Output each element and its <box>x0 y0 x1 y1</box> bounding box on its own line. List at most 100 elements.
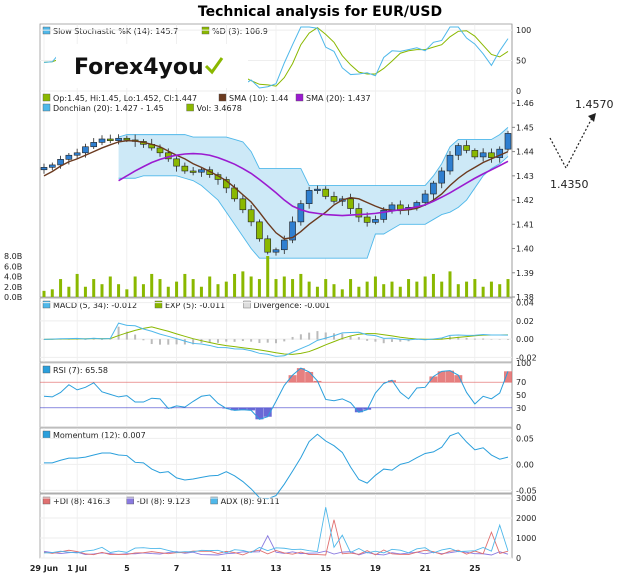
rsi-overbought-fill <box>429 376 438 383</box>
donchian-lower-line <box>118 156 509 259</box>
volume-bar <box>489 281 493 297</box>
divergence-bar <box>43 339 45 340</box>
volume-bar <box>249 276 253 297</box>
rsi-tick-label: 50 <box>516 391 526 400</box>
divergence-bar <box>150 339 153 345</box>
x-tick-label: 25 <box>469 564 481 573</box>
divergence-bar <box>142 339 145 341</box>
rsi-line <box>43 367 509 420</box>
volume-bar <box>365 281 369 297</box>
candle-body <box>115 137 122 141</box>
legend-swatch <box>295 93 304 102</box>
candle-body <box>247 209 255 223</box>
dmi-tick-label: 0 <box>516 554 521 563</box>
rsi-oversold-fill <box>263 407 272 417</box>
arrow-head-icon <box>588 113 596 122</box>
stoch-tick-label: 0 <box>516 87 521 96</box>
divergence-bar <box>167 339 170 345</box>
donchian-band <box>118 127 509 259</box>
macd-tick-label: 0.02 <box>516 317 534 326</box>
divergence-bar <box>175 339 178 345</box>
x-tick-label: 13 <box>270 564 281 573</box>
candle-body <box>123 137 131 141</box>
rsi-overbought-fill <box>288 375 297 383</box>
dmi-tick-label: 1000 <box>516 534 536 543</box>
price-tick-label: 1.40 <box>516 245 534 254</box>
dmi-tick-label: 3000 <box>516 494 536 503</box>
candle-body <box>347 198 354 209</box>
candle-body <box>173 158 180 167</box>
rsi-oversold-fill <box>247 407 256 411</box>
divergence-bar <box>183 339 186 345</box>
stoch-tick-label: 50 <box>516 57 526 66</box>
divergence-bar <box>134 334 137 340</box>
volume-bar <box>199 286 203 297</box>
divergence-bar <box>208 339 211 343</box>
legend-swatch <box>42 365 51 374</box>
volume-bar <box>125 289 129 297</box>
divergence-bar <box>324 332 327 340</box>
divergence-bar <box>490 339 493 340</box>
legend-label: Momentum (12): 0.007 <box>53 431 146 440</box>
macd-tick-label: 0.04 <box>516 299 534 308</box>
volume-bar <box>224 281 228 297</box>
rsi-oversold-fill <box>230 407 239 411</box>
legend-swatch <box>42 103 51 112</box>
candle-body <box>471 150 479 158</box>
volume-bar <box>108 276 112 297</box>
volume-bar <box>373 276 377 297</box>
rsi-overbought-fill <box>296 368 305 383</box>
rsi-tick-label: 0 <box>516 423 521 432</box>
price-tick-label: 1.45 <box>516 123 534 132</box>
price-tick-label: 1.38 <box>516 293 534 302</box>
legend-swatch <box>42 300 51 309</box>
candle-body <box>305 190 313 204</box>
rsi-overbought-fill <box>446 370 454 383</box>
stoch-tick-label: 100 <box>516 26 531 35</box>
candle-body <box>82 146 89 154</box>
divergence-bar <box>109 339 112 340</box>
divergence-bar <box>299 334 302 340</box>
volume-bar <box>191 279 195 297</box>
volume-bar <box>465 281 469 297</box>
volume-bar <box>100 284 104 297</box>
volume-bar <box>257 279 261 297</box>
candle-body <box>322 188 330 197</box>
volume-bar <box>233 273 237 297</box>
divergence-bar <box>117 326 120 340</box>
candle-body <box>90 142 98 148</box>
x-tick-label: 15 <box>320 564 332 573</box>
divergence-bar <box>465 337 468 340</box>
divergence-bar <box>482 338 485 340</box>
legend-label: Vol: 3.4678 <box>197 104 242 113</box>
volume-tick-label: 4.0B <box>4 273 22 282</box>
divergence-bar <box>275 339 277 344</box>
x-tick-label: 7 <box>174 564 180 573</box>
volume-bar <box>423 276 427 297</box>
volume-tick-label: 6.0B <box>4 262 22 271</box>
legend-swatch <box>218 93 227 102</box>
volume-bar <box>307 281 311 297</box>
rsi-overbought-fill <box>388 380 396 383</box>
divergence-bar <box>283 339 286 342</box>
volume-bar <box>42 290 46 297</box>
candle-body <box>504 133 512 150</box>
candle-body <box>488 152 495 158</box>
divergence-bar <box>357 337 360 340</box>
legend-label: ADX (8): 91.11 <box>221 497 280 506</box>
volume-bar <box>208 276 212 297</box>
legend-label: Divergence: -0.001 <box>254 301 331 310</box>
legend-label: -DI (8): 9.123 <box>137 497 190 506</box>
candle-body <box>380 209 388 220</box>
legend-label: SMA (20): 1.437 <box>306 94 371 103</box>
candle-body <box>239 198 247 211</box>
logo-check-icon <box>204 57 224 75</box>
volume-bar <box>481 286 485 297</box>
volume-bar <box>315 286 319 297</box>
candle-body <box>363 216 371 223</box>
divergence-bar <box>507 339 509 340</box>
volume-bar <box>440 281 444 297</box>
legend-label: Donchian (20): 1.427 - 1.45 <box>53 104 164 113</box>
volume-bar <box>390 281 394 297</box>
